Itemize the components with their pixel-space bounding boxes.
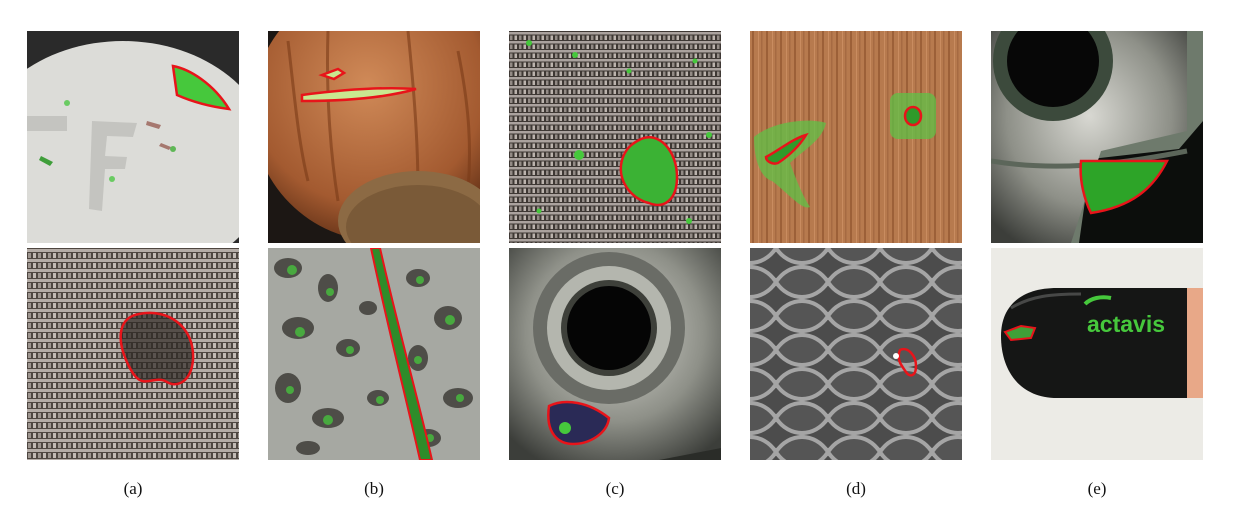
image-grid-bent-wire — [750, 248, 962, 460]
image-hazelnut-crack — [268, 31, 480, 243]
caption-d: (d) — [846, 479, 866, 498]
image-pill-defect — [27, 31, 239, 243]
capsule-logo-text: actavis — [1087, 311, 1165, 337]
caption-e: (e) — [1087, 479, 1107, 498]
image-capsule-print: actavis — [991, 248, 1203, 460]
caption-b: (b) — [364, 479, 384, 498]
image-carpet-contamination — [509, 31, 721, 243]
image-tile-crack — [268, 248, 480, 460]
image-carpet-hole — [27, 248, 239, 460]
caption-c: (c) — [605, 479, 625, 498]
caption-a: (a) — [123, 479, 143, 498]
image-wood-scratch — [750, 31, 962, 243]
image-metal-nut-stain — [509, 248, 721, 460]
image-metal-nut-flip — [991, 31, 1203, 243]
